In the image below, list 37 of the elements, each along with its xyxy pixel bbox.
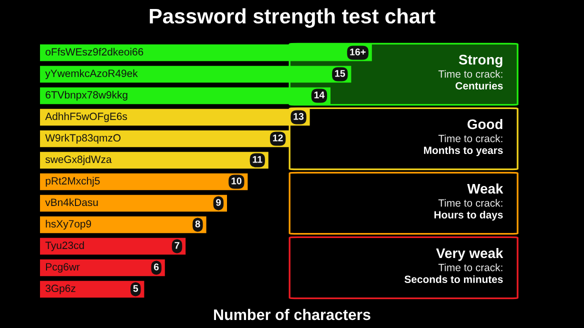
text: Very weak Time to crack: Seconds to minutes (404, 248, 504, 284)
data-label: 13 (294, 112, 304, 120)
bar (40, 259, 165, 276)
data-label: 12 (273, 134, 283, 142)
chart-title: Password strength test chart (150, 8, 436, 28)
y-tick-label: vBn4kDasu (45, 198, 98, 206)
bar (40, 194, 227, 212)
data-label: 11 (252, 156, 262, 163)
y-tick-label: sweGx8jdWza (45, 155, 112, 166)
data-label: 7 (174, 242, 180, 249)
bar (40, 280, 144, 298)
y-tick-label: pRt2Mxchj5 (46, 176, 100, 187)
y-tick-label: Tyu23cd (45, 241, 84, 252)
bar (40, 216, 206, 234)
bar (40, 173, 248, 190)
y-tick-label: oFfsWEsz9f2dkeoi66 (46, 48, 144, 56)
data-label: 9 (216, 198, 221, 206)
text: Good Time to crack: Months to years (424, 118, 503, 156)
y-tick-label: Pcg6wr (46, 263, 80, 273)
data-label: 15 (335, 70, 346, 77)
y-tick-label: 6TVbnpx78w9kkg (46, 90, 128, 101)
data-label: 16+ (350, 48, 366, 56)
text: Weak Time to crack: Hours to days (434, 183, 504, 221)
data-label: 6 (154, 263, 159, 270)
data-label: 5 (133, 285, 138, 292)
y-tick-label: yYwemkcAzoR49ek (45, 69, 138, 80)
x-axis-title: Number of characters (214, 308, 370, 320)
data-label: 14 (314, 92, 325, 98)
data-label: 8 (195, 220, 200, 228)
text: Strong Time to crack: Centuries (438, 54, 503, 90)
y-tick-label: hsXy7op9 (46, 220, 92, 230)
y-tick-label: W9rkTp83qmzO (45, 134, 121, 144)
data-label: 10 (232, 177, 242, 184)
bar (40, 152, 268, 169)
y-tick-label: AdhhF5wOFgE6s (45, 112, 128, 122)
bar (40, 238, 186, 255)
y-tick-label: 3Gp6z (46, 284, 76, 294)
